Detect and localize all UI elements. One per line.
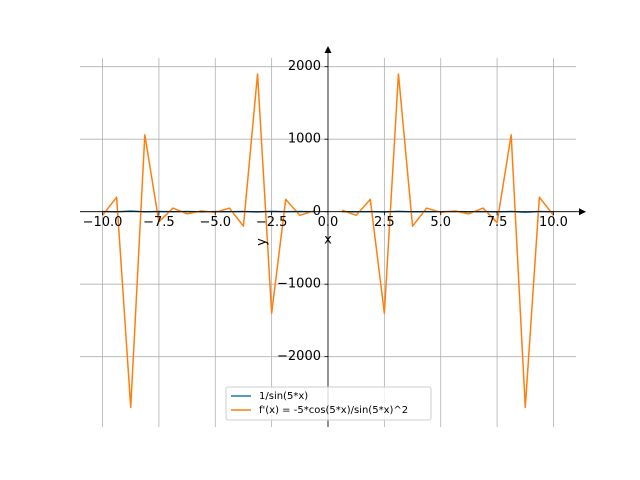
legend-box	[225, 386, 432, 421]
y-tick-label: −2000	[277, 349, 321, 364]
y-tick-label: −1000	[277, 277, 321, 292]
y-tick-label: 2000	[288, 59, 321, 74]
x-tick-label: 10.0	[539, 215, 568, 230]
y-axis-label: y	[255, 238, 270, 246]
legend: 1/sin(5*x) f'(x) = -5*cos(5*x)/sin(5*x)^2	[225, 386, 432, 421]
x-tick-label: −5.0	[199, 215, 231, 230]
x-tick-label: −10.0	[83, 215, 123, 230]
axes: −10.0 −7.5 −5.0 −2.5 0.0 2.5 5.0 7.5 10.0−2000−1…	[80, 46, 586, 427]
y-tick-label: 1000	[288, 132, 321, 147]
x-tick-label: 5.0	[430, 215, 451, 230]
y-axis-arrow	[324, 46, 332, 53]
x-axis-label: x	[324, 233, 332, 248]
x-tick-label: −2.5	[256, 215, 288, 230]
x-tick-label: −7.5	[143, 215, 175, 230]
x-axis-arrow	[579, 208, 586, 216]
x-tick-label: 7.5	[487, 215, 508, 230]
legend-label: 1/sin(5*x)	[259, 391, 308, 402]
legend-label: f'(x) = -5*cos(5*x)/sin(5*x)^2	[259, 405, 408, 416]
x-tick-label: 2.5	[374, 215, 395, 230]
